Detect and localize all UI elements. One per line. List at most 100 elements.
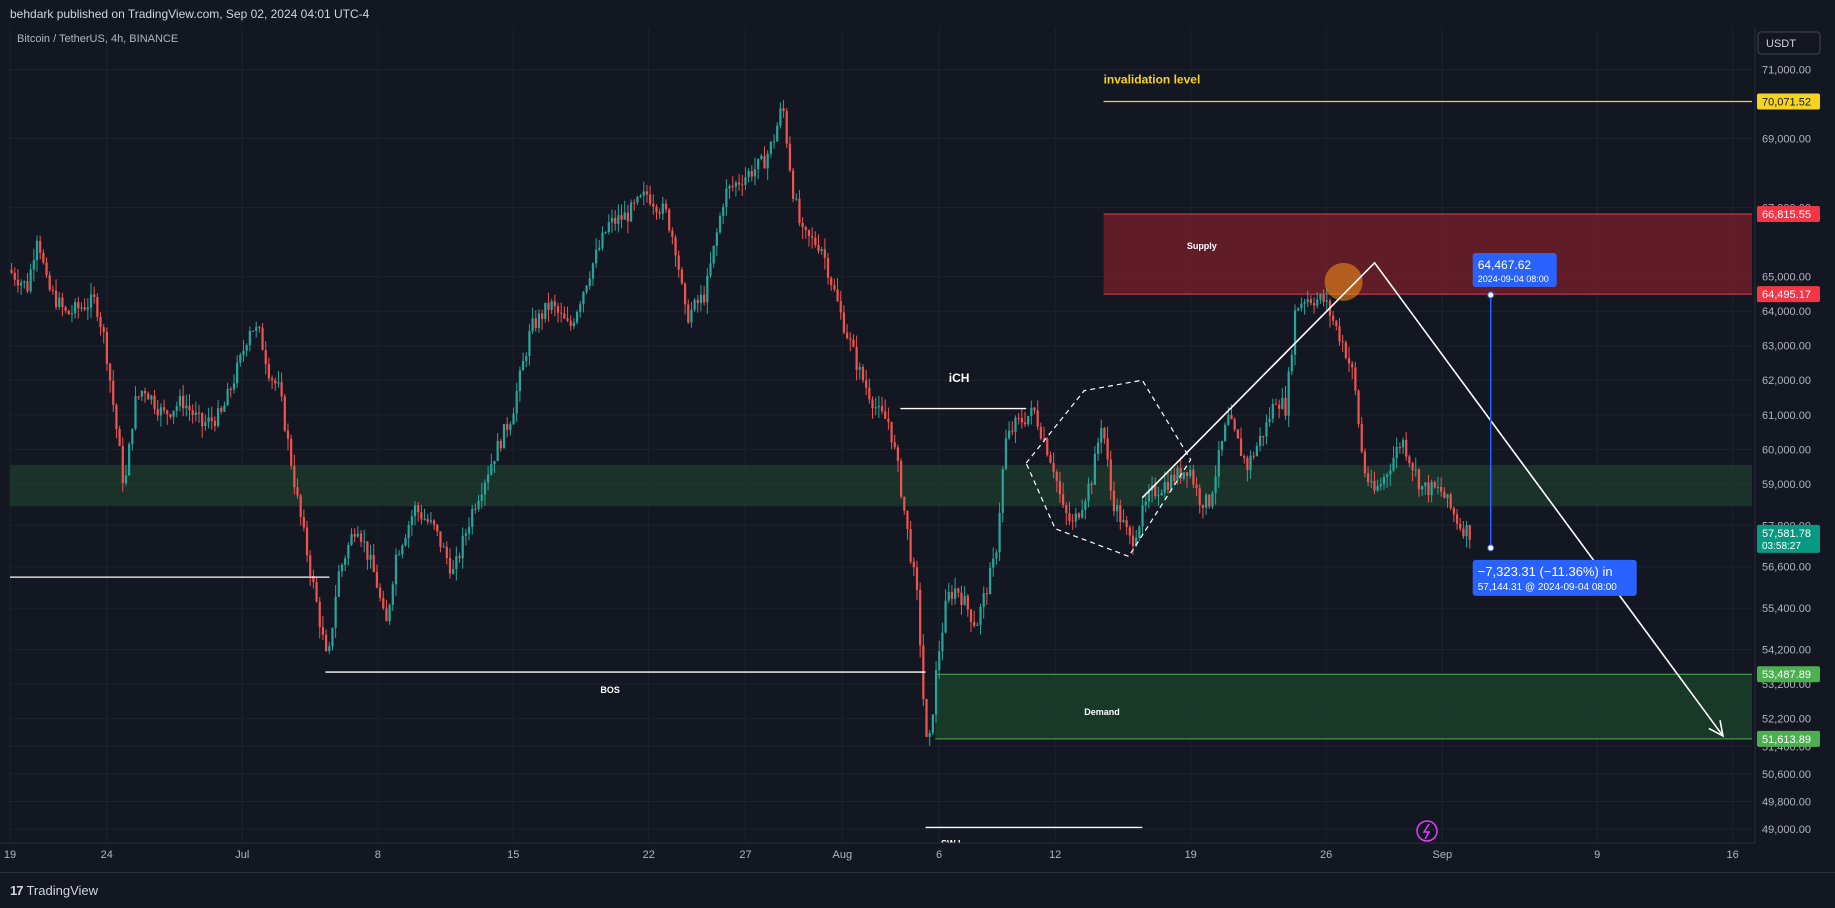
candle-body [1389, 470, 1392, 475]
candle-body [1131, 535, 1135, 546]
candle-body [410, 516, 413, 525]
price-axis-bg [1755, 28, 1835, 871]
candle-body [893, 442, 896, 448]
candle-body [795, 198, 798, 200]
candle-body [849, 338, 852, 340]
price-tag-label: 64,495.17 [1762, 289, 1811, 301]
candle-body [48, 275, 51, 290]
candle-body [248, 331, 251, 346]
time-tick-label: 9 [1594, 849, 1600, 861]
candle-body [674, 237, 677, 256]
candle-body [776, 125, 779, 142]
time-tick-label: 22 [643, 849, 655, 861]
candle-body [1408, 456, 1411, 464]
price-tick-label: 63,000.00 [1762, 341, 1811, 353]
candle-body [1201, 505, 1205, 508]
candle-body [201, 413, 204, 427]
candle-body [166, 410, 169, 415]
candle-body [1424, 482, 1427, 486]
candle-body [839, 300, 842, 313]
pattern-shape [1025, 379, 1192, 558]
candle-body [804, 227, 807, 231]
candle-body [541, 313, 544, 319]
candle-body [1366, 473, 1370, 483]
candle-body [286, 430, 290, 439]
candle-body [585, 285, 588, 293]
candle-body [858, 366, 861, 370]
chart-area[interactable]: 64,467.62 2024-09-04 08:00 −7,323.31 (−11.… [0, 28, 1835, 871]
candle-body [80, 307, 83, 309]
candle-body [836, 289, 839, 301]
candle-body [906, 510, 909, 530]
candle-body [944, 600, 947, 633]
annotation-ich: iCH [949, 371, 970, 385]
candle-body [134, 396, 137, 429]
candle-body [442, 546, 445, 548]
candle-body [74, 302, 77, 314]
candle-body [718, 216, 722, 233]
candle-body [1033, 407, 1036, 411]
candle-body [143, 391, 147, 394]
candle-body [1128, 527, 1131, 536]
candle-body [950, 591, 954, 599]
price-tag-label: 70,071.52 [1762, 97, 1811, 109]
candle-body [664, 203, 668, 210]
tradingview-logo[interactable]: 17 TradingView [10, 883, 98, 898]
time-tick-label: 19 [4, 849, 16, 861]
candle-body [966, 595, 969, 610]
candle-body [1170, 474, 1173, 490]
candle-body [636, 196, 639, 203]
candle-body [1090, 483, 1093, 485]
candle-body [1436, 486, 1440, 488]
candle-body [772, 141, 776, 143]
candle-body [1465, 524, 1468, 537]
candle-body [690, 309, 693, 323]
candle-body [855, 346, 858, 370]
price-tag-bg [1757, 730, 1820, 747]
candle-body [432, 520, 436, 525]
candle-body [868, 387, 871, 400]
price-tag-bg [1757, 666, 1820, 683]
candle-body [639, 195, 642, 197]
candle-body [375, 571, 379, 588]
candle-body [1182, 472, 1185, 479]
candle-body [242, 350, 245, 355]
candle-body [1293, 310, 1297, 355]
candle-body [992, 558, 995, 568]
price-tick-label: 49,800.00 [1762, 797, 1811, 809]
time-tick-label: 19 [1185, 849, 1197, 861]
candle-body [1363, 451, 1367, 474]
candle-body [728, 186, 731, 189]
candle-body [1096, 442, 1100, 454]
candle-body [1278, 404, 1281, 409]
candle-body [1192, 469, 1195, 485]
candle-body [197, 412, 201, 414]
candle-body [1430, 481, 1433, 496]
candle-body [369, 555, 372, 560]
candle-body [1411, 463, 1414, 471]
candle-body [1341, 341, 1344, 343]
price-tag-label: 66,815.55 [1762, 209, 1811, 221]
price-tag-countdown: 03:58:27 [1762, 541, 1801, 552]
candle-body [477, 501, 480, 509]
zone-supply [1103, 213, 1752, 295]
candle-body [1443, 491, 1446, 499]
candle-body [544, 302, 547, 319]
candle-body [877, 406, 880, 408]
candle-body [1008, 430, 1011, 439]
candle-body [1195, 484, 1198, 489]
candle-body [131, 428, 134, 445]
candle-body [452, 569, 455, 574]
candle-body [1258, 436, 1262, 446]
candle-body [29, 269, 32, 292]
candle-body [267, 364, 271, 379]
candle-body [1392, 458, 1395, 471]
candle-body [1224, 424, 1227, 441]
symbol-line: Bitcoin / TetherUS, 4h, BINANCE [17, 33, 178, 45]
candle-body [1208, 494, 1211, 507]
candle-body [919, 589, 922, 646]
projection-arrowhead [1708, 720, 1725, 738]
candle-body [226, 388, 229, 406]
price-chart[interactable]: 64,467.62 2024-09-04 08:00 −7,323.31 (−11.… [0, 28, 1835, 871]
price-tick-label: 69,000.00 [1762, 134, 1811, 146]
